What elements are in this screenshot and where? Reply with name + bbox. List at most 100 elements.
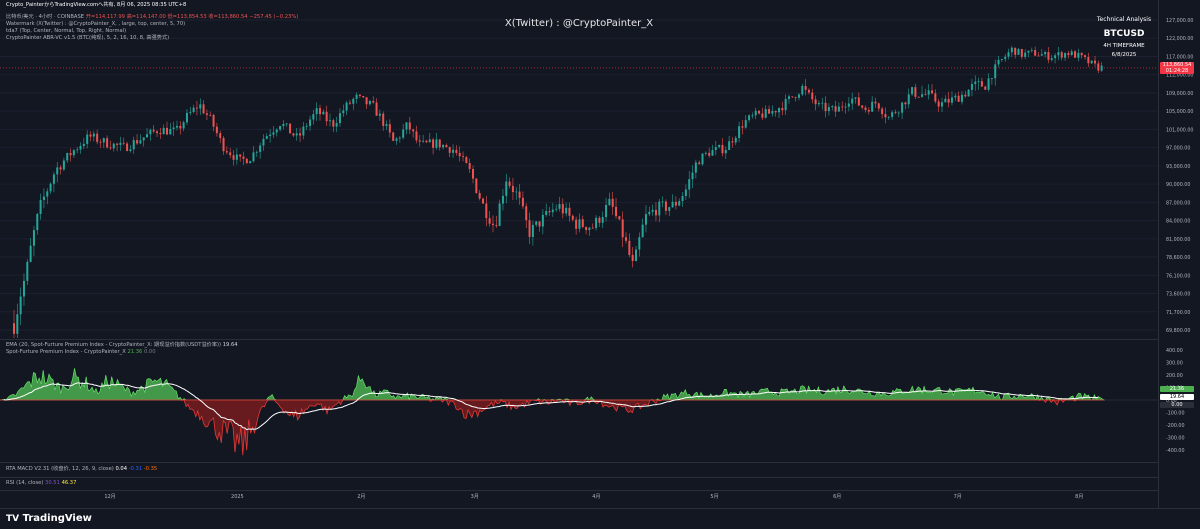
time-tick-label: 6月: [833, 494, 841, 500]
candle-body: [658, 201, 661, 216]
symbol-legend[interactable]: 比特币/美元 · 4小时 · COINBASE 开=114,117.99 高=1…: [6, 14, 298, 20]
candle: [269, 129, 272, 143]
candle: [185, 109, 188, 125]
candle: [708, 147, 711, 158]
candle-body: [1054, 55, 1057, 59]
candle-body: [1030, 50, 1033, 51]
tradingview-logo[interactable]: 𝗧𝗩 TradingView: [6, 513, 92, 524]
price-pane[interactable]: [0, 0, 1158, 338]
candle: [192, 104, 195, 114]
candle: [89, 131, 92, 142]
candle: [1017, 47, 1020, 55]
premium-index-pane[interactable]: [0, 340, 1158, 462]
candle-body: [917, 96, 920, 98]
candle: [259, 142, 262, 159]
candle-body: [1007, 52, 1010, 57]
candle-body: [801, 86, 804, 95]
candle: [671, 194, 674, 208]
candle: [967, 88, 970, 97]
candle-body: [1097, 63, 1100, 71]
premium-legend[interactable]: Spot-Furture Premium Index - CryptoPaint…: [6, 349, 156, 355]
candle: [678, 198, 681, 207]
candle: [212, 113, 215, 132]
candle-body: [152, 129, 155, 132]
tda-indicator[interactable]: tda7 (Top, Center, Normal, Top, Right, N…: [6, 28, 127, 34]
candle: [92, 130, 95, 142]
candle-body: [309, 119, 312, 126]
candle: [548, 206, 551, 216]
candle-body: [122, 142, 125, 144]
candle-body: [13, 323, 15, 334]
candle: [1054, 53, 1057, 64]
candle: [568, 202, 571, 222]
candle-body: [285, 123, 288, 125]
candle: [29, 237, 32, 263]
candle: [628, 233, 631, 258]
candle: [338, 108, 341, 127]
time-tick-label: 12月: [104, 494, 115, 500]
candle: [328, 113, 331, 127]
candle: [1014, 47, 1017, 59]
candle: [405, 122, 408, 135]
pane-separator[interactable]: [0, 339, 1158, 340]
candle: [76, 147, 79, 154]
watermark-indicator[interactable]: Watermark (X(Twitter) : @CryptoPainter_X…: [6, 21, 186, 27]
candle-body: [944, 98, 947, 103]
candle: [605, 197, 608, 222]
candle: [871, 96, 874, 112]
candle: [824, 96, 827, 118]
candle-body: [279, 126, 282, 130]
candle-body: [392, 132, 395, 141]
price-tick-label: 81,000.00: [1166, 237, 1190, 243]
candle-body: [488, 218, 491, 224]
time-tick-label: 3月: [471, 494, 479, 500]
premium-tick-label: 300.00: [1166, 361, 1183, 367]
rsi-legend[interactable]: RSI (14, close) 30.51 46.37: [6, 480, 76, 486]
pane-separator[interactable]: [0, 462, 1158, 463]
ema-label: EMA (20, Spot-Furture Premium Index - Cr…: [6, 342, 222, 348]
candle: [325, 105, 328, 127]
ema-legend[interactable]: EMA (20, Spot-Furture Premium Index - Cr…: [6, 342, 238, 348]
candle-body: [571, 215, 574, 220]
candle-body: [56, 167, 59, 175]
candle: [438, 139, 441, 151]
candle-body: [541, 214, 544, 227]
candle-body: [684, 189, 687, 196]
price-scale[interactable]: [1158, 0, 1200, 508]
candle: [768, 105, 771, 114]
candle-body: [704, 152, 707, 154]
candle: [811, 88, 814, 104]
candle: [1060, 50, 1063, 61]
candle: [222, 135, 225, 155]
candle-body: [628, 240, 631, 255]
candle-body: [648, 211, 651, 215]
candle-body: [405, 122, 408, 130]
time-axis[interactable]: 12月 2025 2月 3月 4月 5月 6月 7月 8月: [0, 492, 1158, 508]
candle: [255, 150, 258, 158]
candle: [398, 136, 401, 143]
candle-body: [598, 217, 601, 223]
candle: [468, 158, 471, 173]
candle: [764, 105, 767, 119]
candle-body: [794, 97, 797, 98]
candle: [738, 121, 741, 143]
abr-indicator[interactable]: CryptoPainter ABR-VC v1.5 (BTC(纯现), 5, 2…: [6, 35, 170, 41]
candle: [571, 214, 574, 222]
candle: [172, 121, 175, 136]
candle: [728, 135, 731, 151]
candle-body: [844, 106, 847, 108]
candle: [348, 99, 351, 106]
pane-separator[interactable]: [0, 490, 1158, 491]
candle: [179, 120, 182, 135]
time-tick-label: 2025: [231, 494, 244, 500]
candle-body: [269, 134, 272, 137]
candle: [285, 122, 288, 127]
candle-body: [851, 98, 854, 104]
pane-separator[interactable]: [0, 477, 1158, 478]
candle-body: [728, 141, 731, 150]
candle-body: [694, 162, 697, 173]
current-price: 113,860.54: [1162, 61, 1192, 68]
candle: [904, 101, 907, 110]
macd-legend[interactable]: RTA MACD V2.31 (收盘价, 12, 26, 9, close) 0…: [6, 466, 157, 472]
candle: [851, 92, 854, 110]
